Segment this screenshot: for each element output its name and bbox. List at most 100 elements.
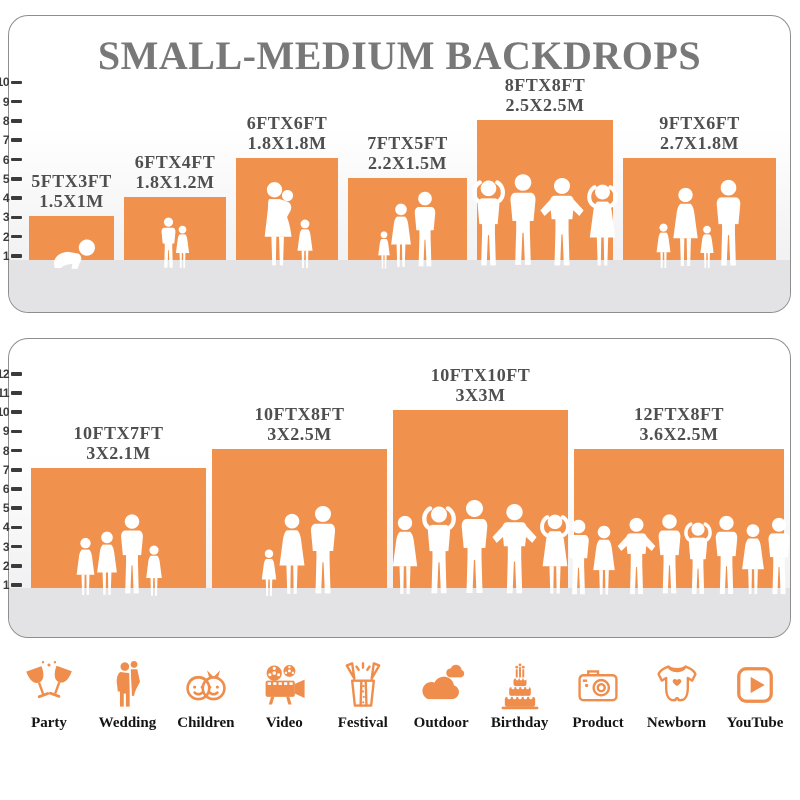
category-label: Birthday	[490, 715, 549, 731]
bar-size-m: 1.8X1.2M	[135, 171, 215, 192]
y-axis-tick-9: 9	[0, 96, 22, 108]
y-axis-tick-5: 5	[0, 173, 22, 185]
category-label: Children	[177, 715, 235, 731]
bar-size-label: 12FTX8FT 3.6X2.5M	[634, 404, 724, 444]
children-icon	[186, 670, 226, 701]
y-axis-tick-7: 7	[0, 134, 22, 146]
y-axis-tick-7: 7	[0, 464, 22, 476]
festival-icon	[345, 662, 381, 707]
category-label: Outdoor	[413, 715, 469, 731]
y-axis-tick-label: 3	[2, 539, 10, 554]
y-axis-tick-label: 8	[2, 443, 10, 458]
y-axis-tick-1: 1	[0, 579, 22, 591]
y-axis-tick-mark	[11, 372, 22, 376]
y-axis-tick-3: 3	[0, 541, 22, 553]
bar-size-m: 3X2.5M	[267, 423, 332, 444]
floor-strip	[9, 588, 790, 637]
bar-size-m: 2.2X1.5M	[367, 152, 447, 173]
y-axis-tick-label: 9	[2, 424, 10, 439]
people-silhouette-group	[258, 181, 317, 271]
y-axis-tick-mark	[11, 80, 22, 85]
category-newborn: Newborn	[644, 659, 710, 732]
category-video: Video	[251, 659, 317, 732]
bar-size-label: 6FTX4FT 1.8X1.2M	[135, 152, 216, 192]
y-axis-tick-label: 4	[2, 191, 10, 206]
y-axis-tick-mark	[11, 254, 22, 258]
backdrop-bar-9ftx6ft: 9FTX6FT 2.7X1.8M	[623, 113, 776, 268]
people-silhouette-group	[72, 513, 166, 599]
y-axis-tick-mark	[11, 99, 22, 104]
category-label: Newborn	[646, 715, 707, 731]
y-axis-tick-label: 6	[2, 152, 10, 167]
y-axis-tick-mark	[11, 487, 22, 491]
category-row: Party Wedding	[16, 659, 788, 732]
y-axis-tick-4: 4	[0, 521, 22, 533]
y-axis-tick-label: 9	[2, 94, 10, 109]
y-axis-tick-label: 2	[2, 558, 10, 573]
woman-arms-up-silhouette	[582, 183, 624, 271]
y-axis-tick-10: 10	[0, 76, 22, 88]
category-label: Wedding	[98, 715, 157, 731]
bar-size-m: 1.8X1.8M	[247, 132, 327, 153]
category-party: Party	[16, 659, 82, 732]
bar-size-ft: 6FTX4FT	[134, 151, 216, 172]
panel-small-backdrops: SMALL-MEDIUM BACKDROPS 5FTX3FT 1.5X1M 6FTX…	[0, 15, 791, 313]
panel-large-backdrops: 10FTX7FT 3X2.1M 10FTX8FT 3X2.5M 10FTX10FT 3X3…	[0, 338, 791, 638]
bar-size-label: 7FTX5FT 2.2X1.5M	[367, 133, 448, 173]
category-youtube: YouTube	[722, 659, 788, 732]
bar-size-ft: 7FTX5FT	[367, 132, 448, 153]
y-axis-tick-8: 8	[0, 445, 22, 457]
backdrop-bar-7ftx5ft: 7FTX5FT 2.2X1.5M	[348, 133, 467, 269]
people-silhouette-group	[386, 499, 575, 599]
category-birthday: Birthday	[487, 659, 553, 732]
people-silhouette-group	[563, 513, 796, 599]
people-silhouette-group	[46, 237, 97, 271]
y-axis-tick-3: 3	[0, 211, 22, 223]
backdrop-bar-5ftx3ft: 5FTX3FT 1.5X1M	[29, 171, 114, 269]
y-axis-tick-10: 10	[0, 406, 22, 418]
y-axis-tick-label: 7	[2, 462, 10, 477]
man-silhouette	[414, 191, 435, 267]
page-title: SMALL-MEDIUM BACKDROPS	[97, 33, 702, 78]
y-axis-tick-label: 6	[2, 482, 10, 496]
people-silhouette-group	[258, 505, 342, 599]
people-silhouette-group	[467, 173, 624, 271]
bar-size-ft: 6FTX6FT	[246, 112, 328, 133]
people-silhouette-group	[653, 179, 747, 271]
bar-size-ft: 10FTX8FT	[254, 403, 345, 424]
bar-size-label: 9FTX6FT 2.7X1.8M	[659, 113, 740, 153]
youtube-icon	[737, 667, 773, 703]
y-axis-tick-mark	[11, 583, 22, 587]
y-axis-tick-6: 6	[0, 154, 22, 166]
y-axis-tick-label: 2	[2, 229, 10, 244]
y-axis-tick-12: 12	[0, 368, 22, 380]
y-axis-tick-mark	[11, 157, 22, 162]
bar-size-m: 3.6X2.5M	[639, 423, 719, 444]
backdrop-bar-6ftx4ft: 6FTX4FT 1.8X1.2M	[124, 152, 226, 268]
man-hands-on-hips-silhouette	[491, 503, 537, 594]
bar-size-label: 10FTX10FT 3X3M	[431, 365, 531, 405]
y-axis-tick-mark	[11, 138, 22, 142]
y-axis-tick-8: 8	[0, 115, 22, 127]
bar-size-ft: 9FTX6FT	[659, 112, 740, 133]
y-axis-tick-mark	[11, 196, 22, 200]
y-axis-tick-mark	[11, 525, 22, 530]
girl-silhouette	[297, 219, 313, 268]
man-silhouette	[310, 505, 335, 594]
outdoor-icon	[422, 664, 465, 700]
y-axis-tick-label: 10	[0, 75, 10, 90]
y-axis-tick-2: 2	[0, 231, 22, 243]
y-axis-tick-mark	[11, 506, 22, 510]
bar-size-label: 6FTX6FT 1.8X1.8M	[247, 113, 328, 153]
backdrop-bar-12ftx8ft: 12FTX8FT 3.6X2.5M	[568, 404, 790, 596]
category-label: Product	[572, 715, 624, 731]
y-axis-tick-label: 11	[0, 386, 10, 400]
wedding-icon	[117, 660, 141, 707]
birthday-icon	[501, 663, 539, 710]
backdrop-bar-8ftx8ft: 8FTX8FT 2.5X2.5M	[477, 75, 613, 260]
y-axis-tick-mark	[11, 215, 22, 220]
y-axis-tick-mark	[11, 119, 22, 123]
people-silhouette-group	[375, 191, 441, 271]
y-axis-tick-label: 12	[0, 366, 10, 381]
newborn-icon	[656, 665, 697, 702]
